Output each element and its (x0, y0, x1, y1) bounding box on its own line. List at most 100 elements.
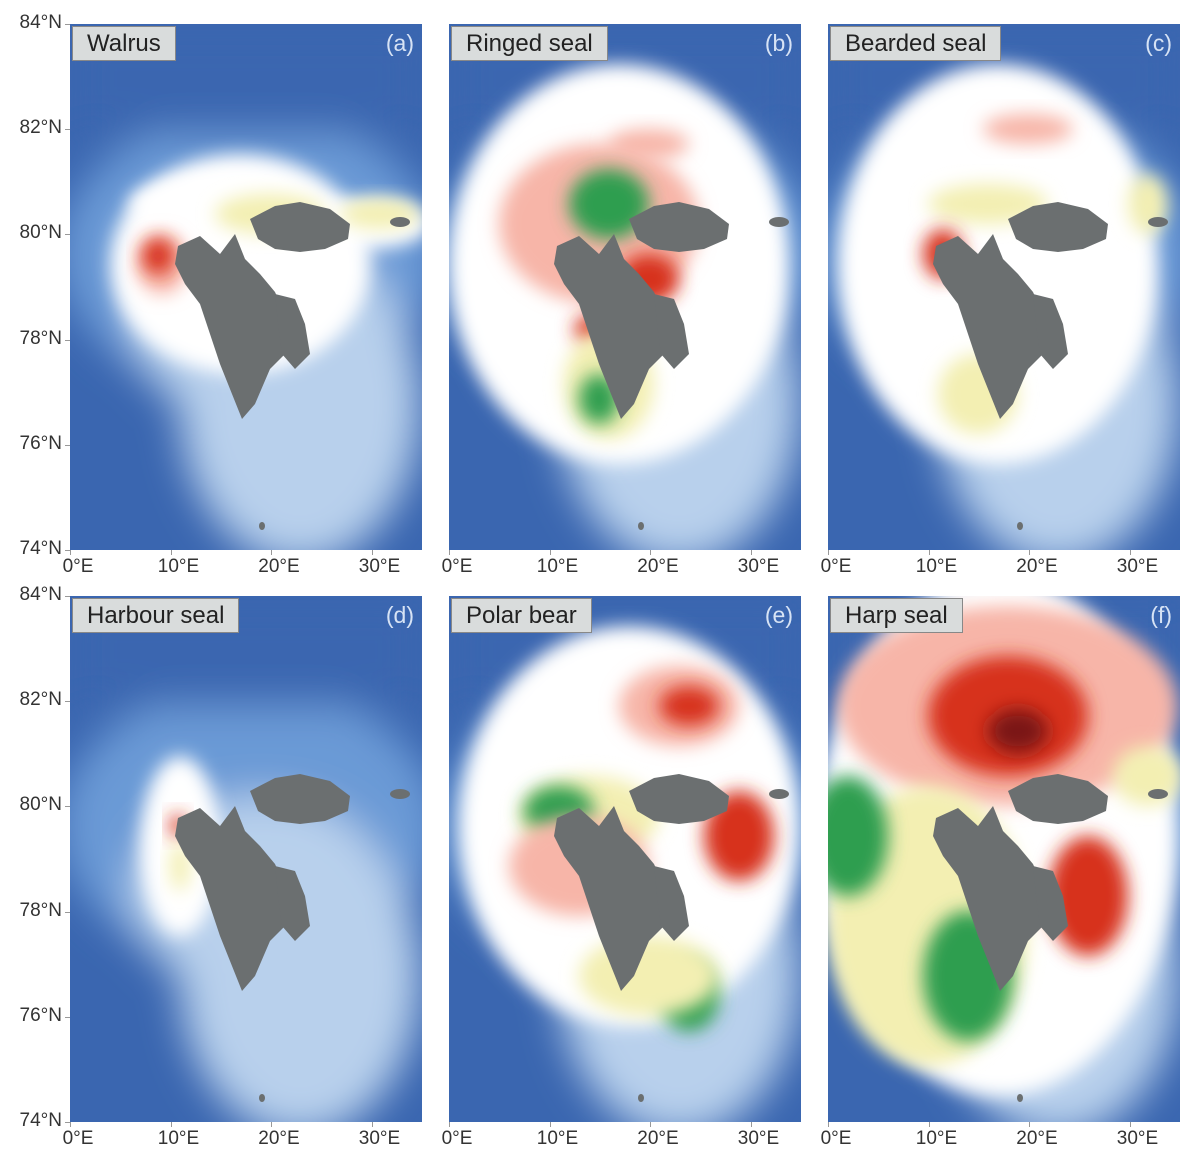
species-label: Ringed seal (451, 26, 608, 61)
y-tick (65, 24, 70, 25)
x-tick (828, 550, 829, 555)
x-tick (549, 550, 551, 555)
lon-label: 0°E (441, 556, 473, 577)
lon-label: 10°E (915, 556, 958, 577)
y-tick (65, 129, 70, 131)
panel-letter: (c) (1145, 30, 1172, 56)
density-contour (988, 709, 1048, 753)
density-contour (569, 169, 649, 239)
species-label: Bearded seal (830, 26, 1002, 61)
lat-label: 82°N (19, 689, 62, 711)
lon-label: 30°E (1116, 1128, 1159, 1149)
y-tick (65, 550, 70, 551)
x-tick (549, 1122, 551, 1127)
density-contour (579, 936, 719, 1016)
lon-label: 10°E (536, 1128, 579, 1149)
x-tick (70, 1122, 71, 1127)
density-contour (828, 776, 888, 896)
map (828, 596, 1180, 1122)
x-tick (170, 1122, 172, 1127)
lat-label: 74°N (19, 538, 62, 559)
lon-label: 0°E (820, 556, 852, 577)
lon-label: 10°E (536, 556, 579, 577)
lon-label: 20°E (1016, 1128, 1058, 1149)
x-tick (828, 1122, 829, 1127)
lon-label: 0°E (62, 556, 94, 577)
lon-label: 20°E (637, 1128, 679, 1149)
panel-letter: (f) (1150, 602, 1172, 628)
lon-label: 20°E (258, 556, 300, 577)
lat-label: 78°N (19, 327, 62, 349)
x-tick (928, 550, 930, 555)
map (449, 596, 801, 1122)
map (70, 24, 422, 550)
lon-label: 10°E (157, 1128, 200, 1149)
map-panel-d: Harbour seal (d) (70, 596, 422, 1122)
panel-letter: (b) (764, 30, 793, 56)
lon-label: 30°E (358, 556, 401, 577)
x-tick (1129, 1122, 1131, 1127)
y-tick (65, 806, 70, 808)
lon-label: 20°E (1016, 556, 1058, 577)
x-tick (1029, 1122, 1030, 1127)
map-panel-c: Bearded seal (c) (828, 24, 1180, 550)
x-tick (750, 550, 752, 555)
y-tick (65, 701, 70, 703)
x-tick (650, 550, 651, 555)
species-label: Walrus (72, 26, 176, 61)
svalbard-land (175, 202, 410, 530)
svalbard-land (933, 774, 1168, 1102)
y-tick (65, 1122, 70, 1123)
lon-label: 30°E (1116, 556, 1159, 577)
y-tick (65, 234, 70, 236)
y-tick (65, 911, 70, 913)
species-label: Harp seal (830, 598, 963, 633)
x-tick (1029, 550, 1030, 555)
lon-label: 10°E (157, 556, 200, 577)
lon-label: 0°E (441, 1128, 473, 1149)
x-tick (70, 550, 71, 555)
species-label: Polar bear (451, 598, 592, 633)
lat-label: 78°N (19, 899, 62, 921)
panel-letter: (d) (385, 602, 414, 628)
lat-label: 80°N (19, 794, 62, 816)
lon-label: 30°E (737, 556, 780, 577)
x-tick (650, 1122, 651, 1127)
lon-label: 20°E (637, 556, 679, 577)
map (449, 24, 801, 550)
x-tick (271, 1122, 272, 1127)
y-tick (65, 339, 70, 341)
lat-label: 84°N (19, 12, 62, 33)
y-tick (65, 596, 70, 597)
x-tick (1129, 550, 1131, 555)
map-panel-b: Ringed seal (b) (449, 24, 801, 550)
lon-label: 0°E (62, 1128, 94, 1149)
svalbard-land (933, 202, 1168, 530)
lat-label: 84°N (19, 584, 62, 605)
map (828, 24, 1180, 550)
density-contour (659, 686, 719, 726)
x-tick (750, 1122, 752, 1127)
panel-letter: (a) (385, 30, 414, 56)
panel-letter: (e) (764, 602, 793, 628)
map-panel-e: Polar bear (e) (449, 596, 801, 1122)
x-tick (371, 550, 373, 555)
y-tick (65, 444, 70, 446)
species-label: Harbour seal (72, 598, 240, 633)
x-tick (271, 550, 272, 555)
lat-label: 76°N (19, 432, 62, 454)
map (70, 596, 422, 1122)
lon-label: 20°E (258, 1128, 300, 1149)
x-tick (449, 550, 450, 555)
map-panel-a: Walrus (a) (70, 24, 422, 550)
y-tick (65, 1016, 70, 1018)
lat-label: 82°N (19, 117, 62, 139)
lon-label: 10°E (915, 1128, 958, 1149)
x-tick (371, 1122, 373, 1127)
lat-label: 80°N (19, 222, 62, 244)
svalbard-land (554, 774, 789, 1102)
density-contour (1113, 746, 1180, 806)
density-contour (983, 114, 1073, 144)
map-panel-f: Harp seal (f) (828, 596, 1180, 1122)
lat-label: 76°N (19, 1004, 62, 1026)
